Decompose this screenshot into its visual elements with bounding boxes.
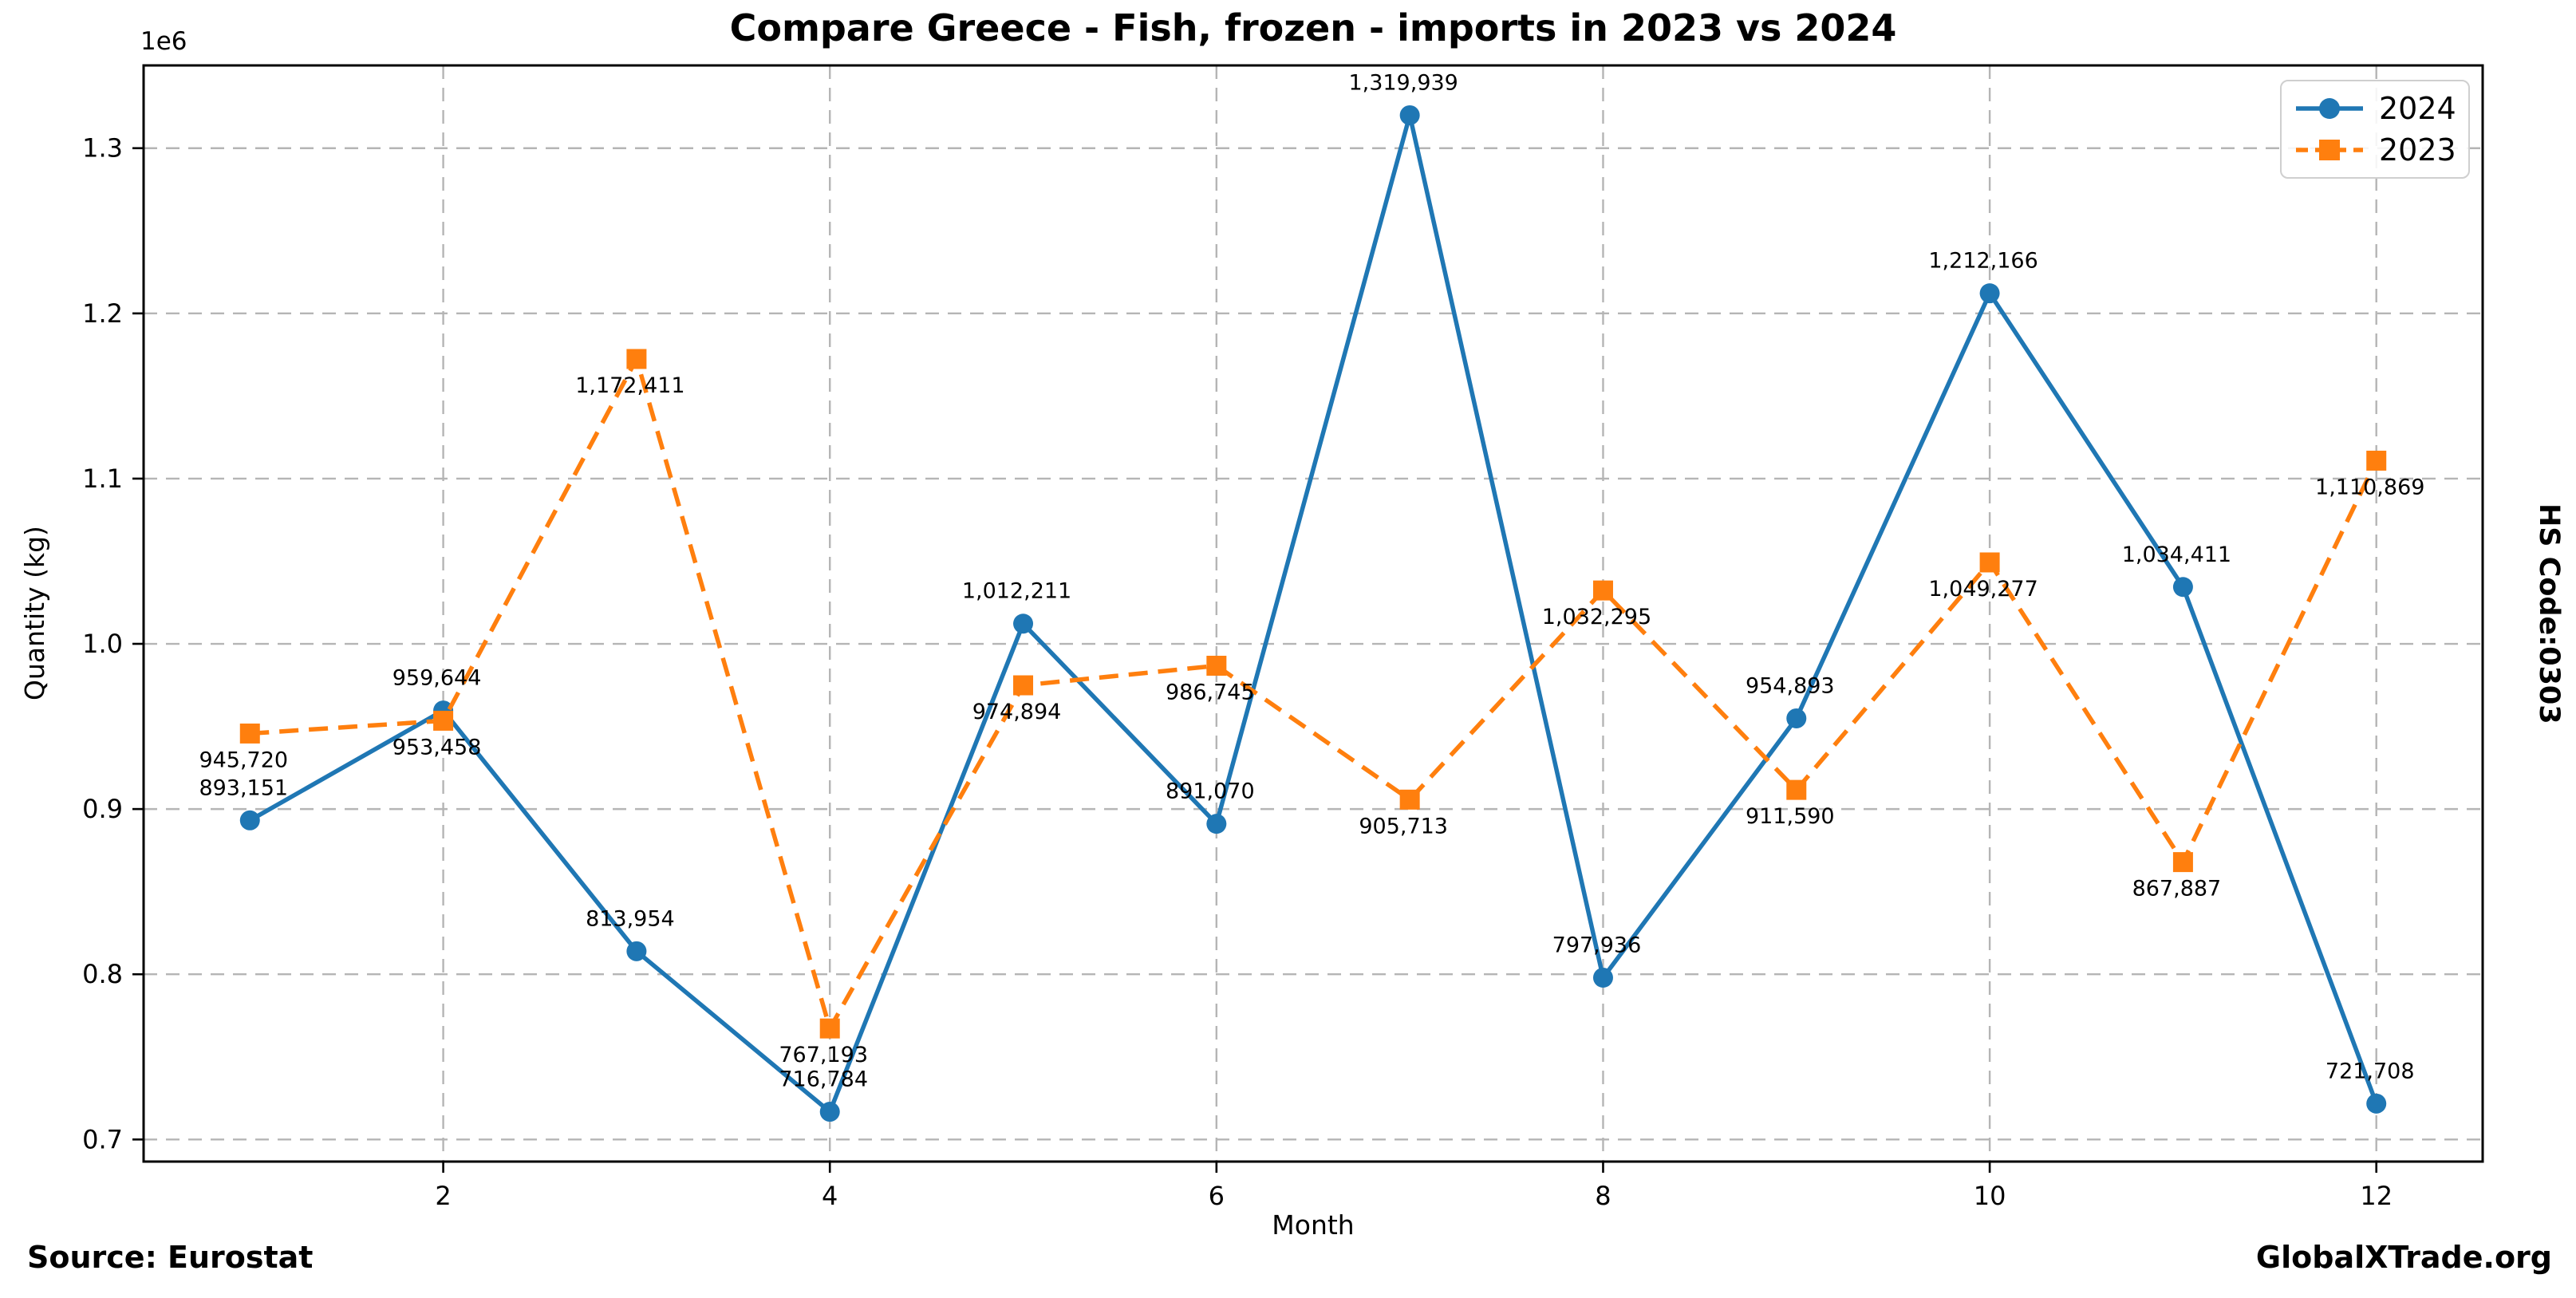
legend-item-2024: 2024 xyxy=(2282,93,2468,124)
data-label-2023: 867,887 xyxy=(2132,877,2222,901)
data-label-2024: 797,936 xyxy=(1552,933,1642,957)
data-point-2024 xyxy=(1979,283,2000,304)
y-tick-label: 1.0 xyxy=(82,629,123,659)
data-label-2023: 974,894 xyxy=(972,700,1062,724)
data-label-2023: 945,720 xyxy=(199,748,288,772)
x-axis-label: Month xyxy=(1272,1209,1355,1241)
plot-border xyxy=(142,64,2484,1163)
data-point-2024 xyxy=(2172,577,2193,598)
data-point-2024 xyxy=(1592,967,1613,988)
x-tick-label: 6 xyxy=(1209,1181,1225,1211)
data-label-2024: 721,708 xyxy=(2326,1059,2415,1083)
x-tick-label: 4 xyxy=(822,1181,838,1211)
source-label: Source: Eurostat xyxy=(27,1240,314,1275)
y-tick-label: 1.1 xyxy=(82,464,123,494)
x-tick-label: 10 xyxy=(1974,1181,2006,1211)
data-label-2024: 1,012,211 xyxy=(962,579,1071,604)
data-point-2023 xyxy=(1979,552,2000,573)
x-tick-label: 8 xyxy=(1595,1181,1611,1211)
data-label-2024: 813,954 xyxy=(586,906,675,931)
data-label-2023: 905,713 xyxy=(1359,814,1448,838)
hs-code-label: HS Code:0303 xyxy=(2533,503,2565,724)
data-point-2024 xyxy=(626,941,647,961)
data-label-2023: 986,745 xyxy=(1166,680,1255,704)
data-label-2023: 1,172,411 xyxy=(575,373,684,398)
data-label-2023: 911,590 xyxy=(1746,804,1835,829)
brand-label: GlobalXTrade.org xyxy=(2255,1240,2552,1275)
y-tick-label: 0.9 xyxy=(82,794,123,824)
data-point-2024 xyxy=(1786,708,1807,728)
y-tick-label: 0.8 xyxy=(82,959,123,989)
chart-title: Compare Greece - Fish, frozen - imports … xyxy=(729,6,1897,49)
data-point-2023 xyxy=(2366,450,2387,471)
series-line-2024 xyxy=(248,114,2379,1116)
data-label-2024: 959,644 xyxy=(393,666,482,691)
data-point-2023 xyxy=(1206,655,1227,676)
data-label-2024: 1,212,166 xyxy=(1928,249,2038,274)
series-line-2023 xyxy=(250,353,2379,1035)
legend-label-2023: 2023 xyxy=(2379,132,2456,168)
data-label-2024: 893,151 xyxy=(199,775,288,800)
data-label-2023: 1,110,869 xyxy=(2315,475,2424,499)
x-tick-label: 2 xyxy=(435,1181,451,1211)
y-tick-label: 1.2 xyxy=(82,298,123,329)
data-point-2023 xyxy=(433,710,454,731)
data-point-2023 xyxy=(239,723,260,744)
data-label-2023: 767,193 xyxy=(779,1043,868,1067)
data-point-2023 xyxy=(2172,852,2193,873)
legend: 2024 2023 xyxy=(2280,80,2470,179)
data-label-2023: 1,049,277 xyxy=(1928,577,2038,602)
data-point-2024 xyxy=(2366,1093,2387,1114)
y-tick-label: 1.3 xyxy=(82,133,123,164)
legend-swatch-2024 xyxy=(2296,98,2363,120)
data-label-2024: 891,070 xyxy=(1166,779,1255,804)
data-point-2023 xyxy=(819,1018,840,1039)
y-tick-label: 0.7 xyxy=(82,1124,123,1154)
legend-label-2024: 2024 xyxy=(2379,91,2456,127)
legend-item-2023: 2023 xyxy=(2282,135,2468,165)
data-point-2023 xyxy=(1592,580,1613,601)
data-label-2023: 953,458 xyxy=(393,735,482,759)
data-point-2024 xyxy=(819,1102,840,1122)
data-point-2023 xyxy=(1786,779,1807,800)
y-axis-offset-label: 1e6 xyxy=(140,27,187,56)
data-point-2023 xyxy=(1399,789,1420,810)
data-point-2024 xyxy=(1399,105,1420,125)
data-point-2024 xyxy=(1206,814,1227,834)
data-point-2023 xyxy=(626,349,647,369)
data-point-2023 xyxy=(1013,675,1034,696)
data-label-2024: 954,893 xyxy=(1746,673,1835,698)
data-label-2023: 1,032,295 xyxy=(1542,605,1651,629)
legend-swatch-2023 xyxy=(2296,139,2363,160)
x-tick-label: 12 xyxy=(2360,1181,2393,1211)
data-label-2024: 1,034,411 xyxy=(2122,542,2231,567)
data-label-2024: 1,319,939 xyxy=(1348,70,1458,95)
data-point-2024 xyxy=(239,810,260,830)
data-label-2024: 716,784 xyxy=(779,1067,868,1092)
data-point-2024 xyxy=(1013,613,1034,634)
